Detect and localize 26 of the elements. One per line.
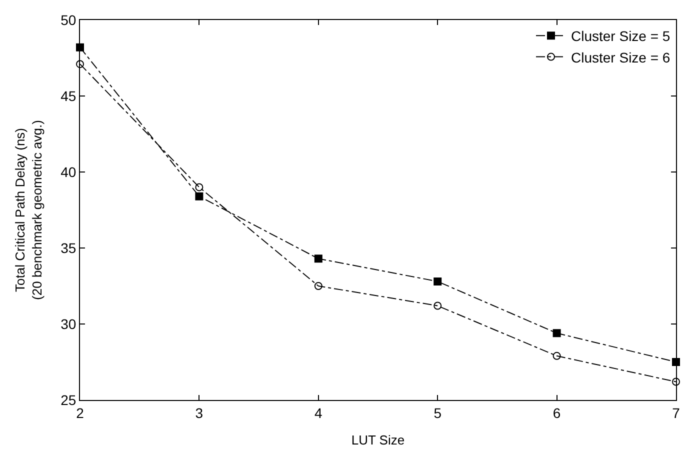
x-tick-label: 7 bbox=[672, 404, 680, 421]
x-axis-title: LUT Size bbox=[351, 432, 405, 448]
y-tick-label: 25 bbox=[60, 392, 76, 408]
point bbox=[314, 254, 322, 263]
x-tick-label: 3 bbox=[195, 404, 204, 421]
x-tick-label: 5 bbox=[434, 404, 442, 421]
x-tick-label: 4 bbox=[314, 404, 322, 421]
y-tick-label: 30 bbox=[60, 316, 76, 332]
y-tick-label: 40 bbox=[60, 164, 76, 180]
y-tick-label: 35 bbox=[60, 240, 76, 256]
x-tick-label: 6 bbox=[552, 404, 561, 421]
point bbox=[195, 183, 204, 192]
point bbox=[76, 60, 84, 68]
x-tick-label: 2 bbox=[76, 404, 84, 421]
point bbox=[314, 282, 322, 290]
point bbox=[552, 329, 561, 338]
y-axis-title: Total Critical Path Delay (ns) (20 benchmark geometric avg.) bbox=[12, 120, 45, 300]
point bbox=[195, 192, 204, 200]
legend-label: Cluster Size = 5 bbox=[571, 28, 670, 44]
y-tick-label: 45 bbox=[60, 88, 76, 104]
point bbox=[672, 378, 680, 386]
point bbox=[434, 277, 442, 286]
legend-label: Cluster Size = 6 bbox=[571, 49, 670, 66]
point bbox=[552, 352, 561, 360]
y-tick-label: 50 bbox=[60, 12, 76, 28]
point bbox=[434, 302, 442, 310]
